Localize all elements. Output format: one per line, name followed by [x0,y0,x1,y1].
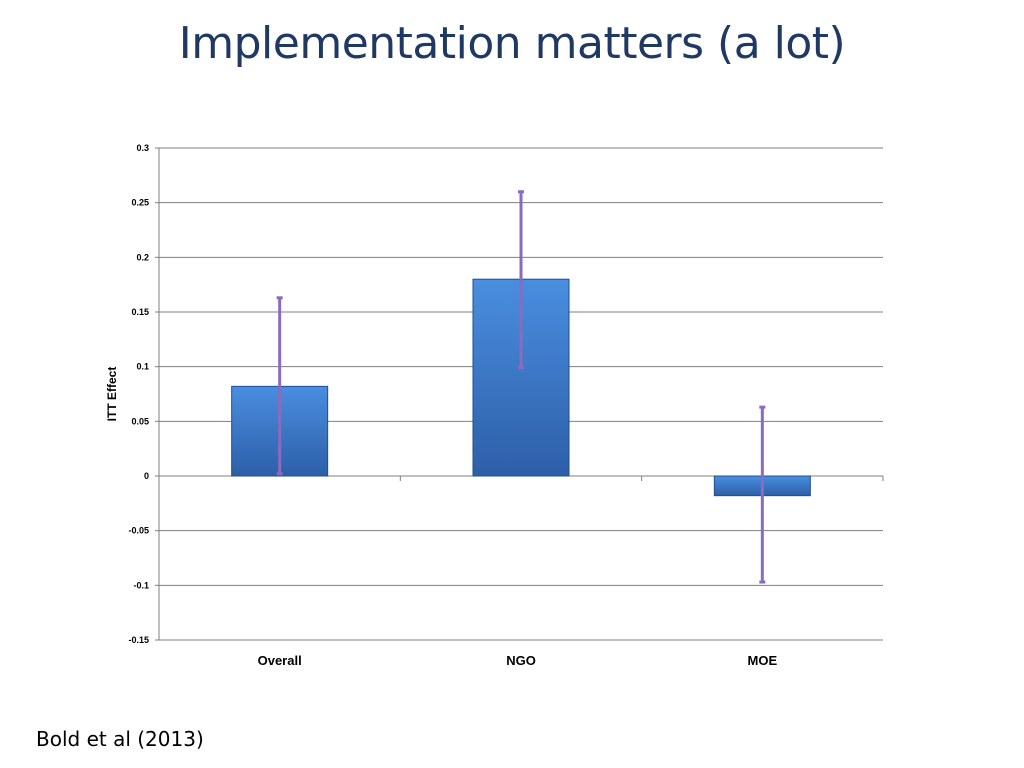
y-tick-label: 0.05 [131,416,149,426]
category-label: MOE [748,653,778,668]
slide-title: Implementation matters (a lot) [178,18,846,69]
citation: Bold et al (2013) [36,727,204,751]
itt-effect-bar-chart: -0.15 -0.1 -0.05 0 0.05 0.1 0.15 0.2 0.25 0.3 Over… [105,143,884,668]
y-tick-label: 0.15 [131,307,149,317]
y-axis-title: ITT Effect [105,367,119,422]
y-tick-label: -0.05 [128,526,149,536]
y-tick-label: 0.3 [136,143,149,153]
y-tick-label: 0.1 [136,362,149,372]
labels: -0.15 -0.1 -0.05 0 0.05 0.1 0.15 0.2 0.25 0.3 Over… [105,143,777,668]
y-tick-label: -0.15 [128,635,149,645]
y-tick-label: -0.1 [133,580,149,590]
category-label: NGO [506,653,536,668]
y-tick-label: 0 [144,471,149,481]
y-tick-label: 0.25 [131,198,149,208]
error-bars [276,190,766,584]
y-tick-label: 0.2 [136,252,149,262]
axes [155,147,884,641]
category-label: Overall [258,653,302,668]
